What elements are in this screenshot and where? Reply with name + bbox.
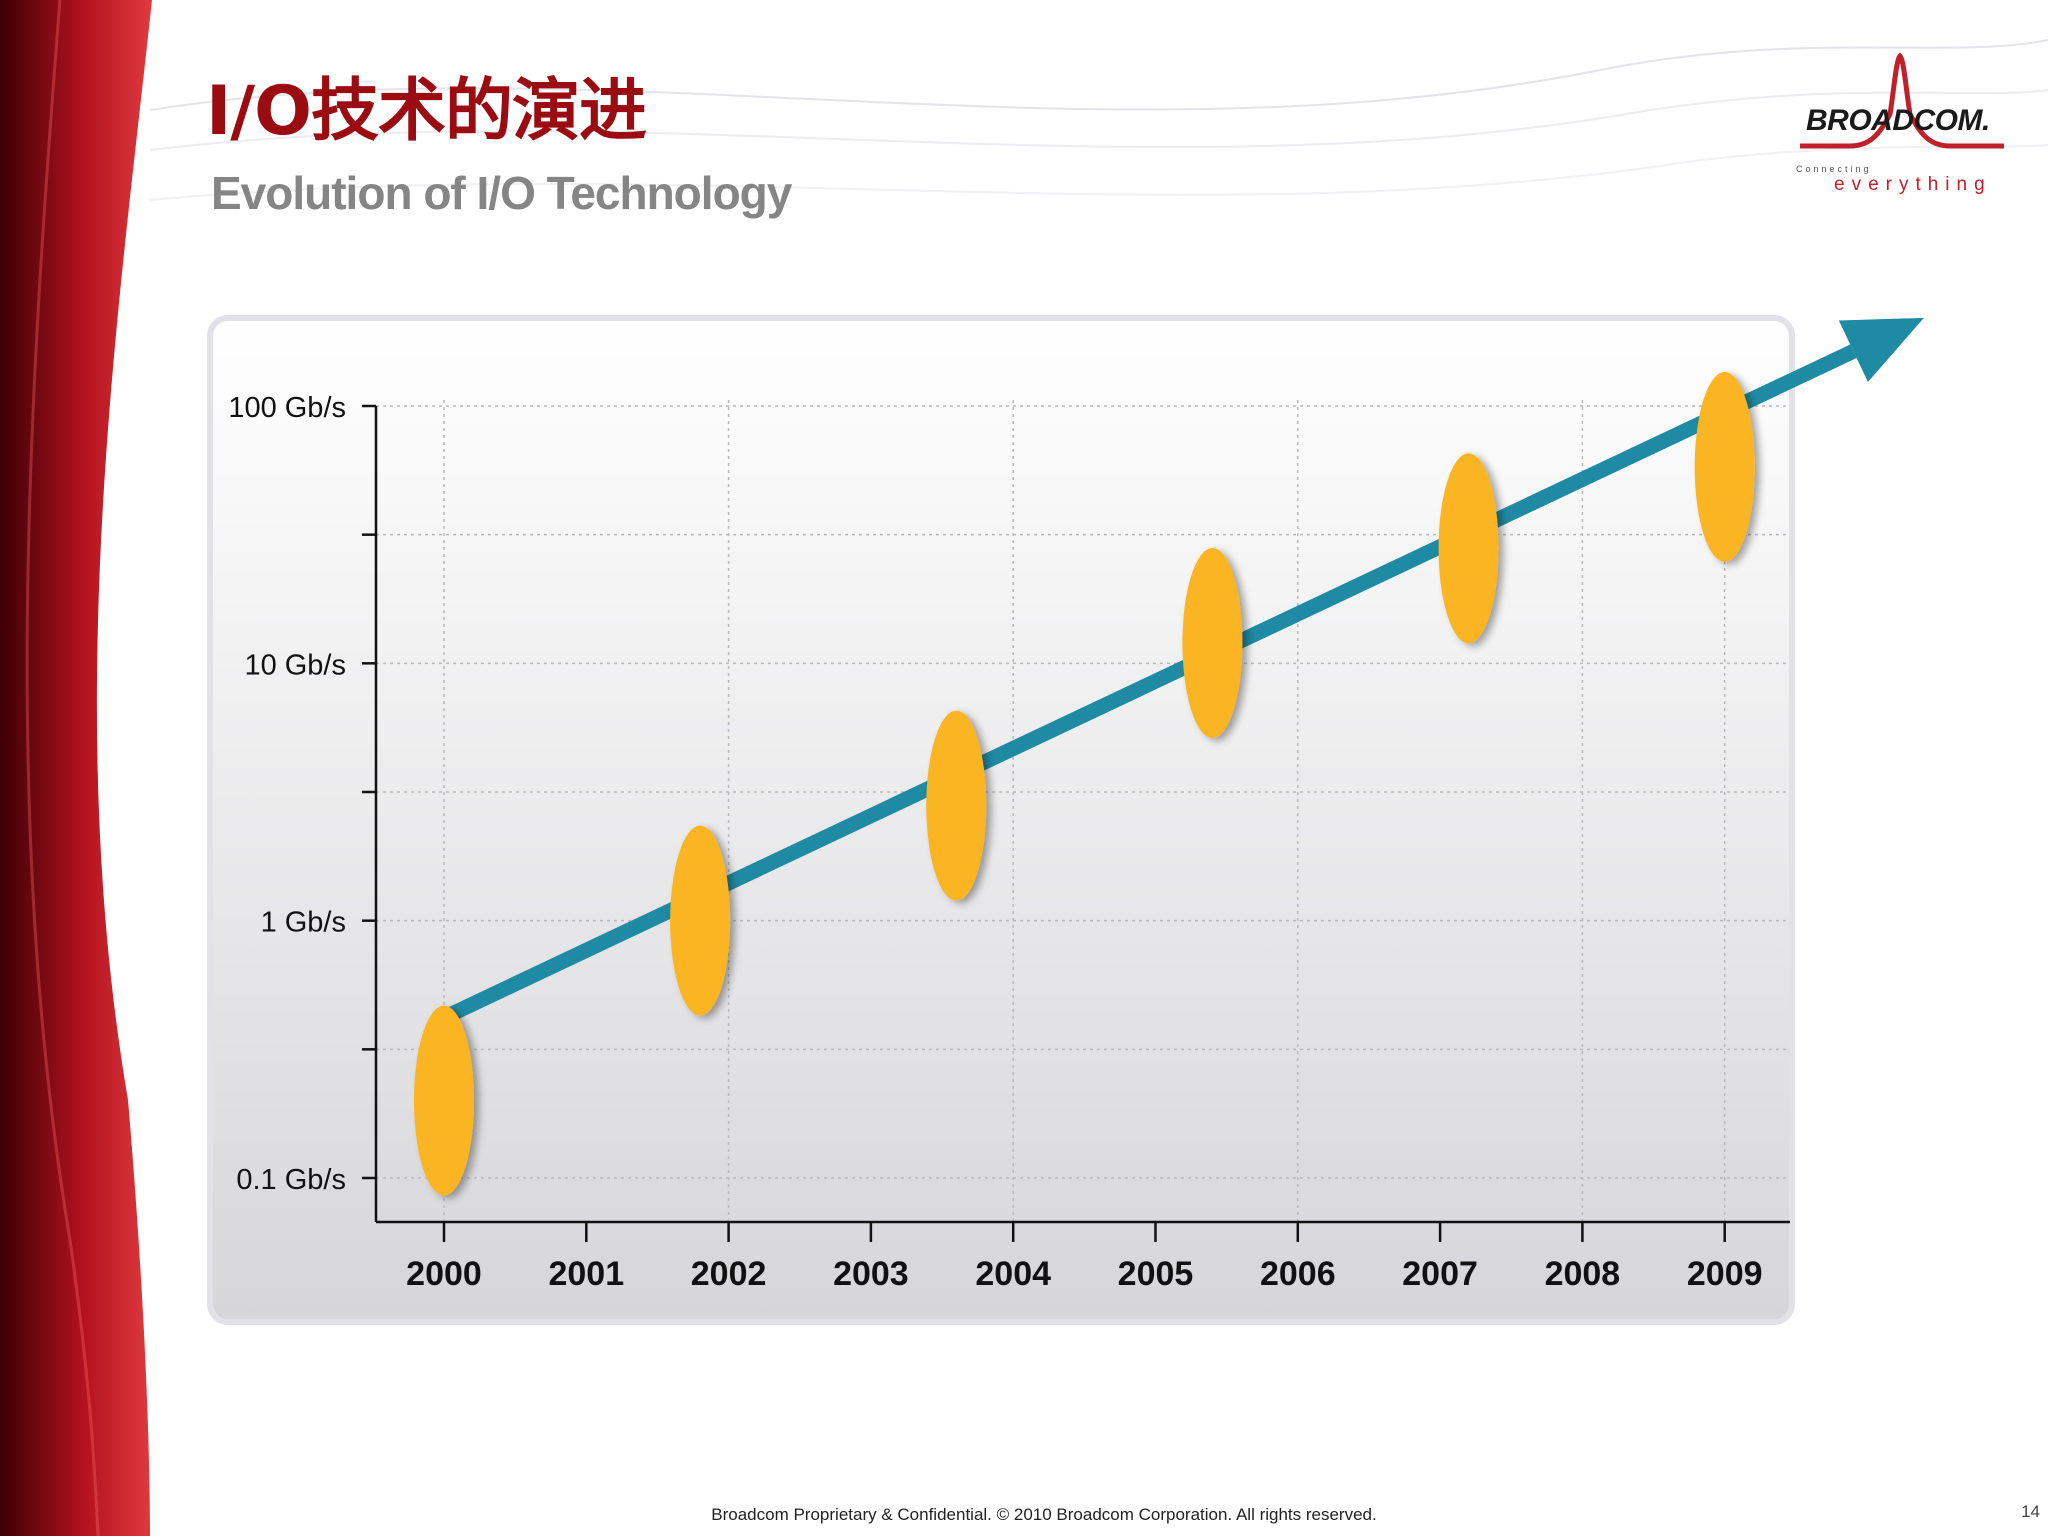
- logo-tagline-top: Connecting: [1796, 164, 1872, 174]
- x-tick-label: 2005: [1118, 1255, 1194, 1293]
- x-tick-label: 2000: [406, 1255, 482, 1293]
- tick-labels: 2000 2001 2002 2003 2004 2005 2006 2007 2008 2009…: [228, 392, 1762, 1293]
- y-tick-label: 100 Gb/s: [228, 392, 346, 424]
- data-point-oval: [926, 710, 987, 901]
- trend-arrow-head: [1838, 317, 1924, 382]
- data-point-oval: [1694, 371, 1755, 562]
- y-tick-label: 1 Gb/s: [261, 907, 346, 939]
- bg-wave-1: [149, 39, 2048, 111]
- x-tick-label: 2001: [548, 1255, 624, 1293]
- data-point-oval: [1438, 453, 1499, 644]
- data-point-oval: [414, 1005, 474, 1196]
- red-swoosh: [0, 0, 152, 1536]
- swoosh-highlight: [25, 0, 100, 1536]
- data-point-oval: [670, 825, 731, 1016]
- page-number: 14: [2021, 1502, 2040, 1521]
- page-subtitle: Evolution of I/O Technology: [211, 167, 792, 219]
- x-tick-label: 2004: [975, 1255, 1051, 1293]
- bg-wave-2: [149, 89, 2048, 151]
- logo-tagline-bottom: everything: [1834, 174, 1992, 195]
- io-speed-chart: 2000 2001 2002 2003 2004 2005 2006 2007 2008 2009…: [207, 315, 1924, 1325]
- data-points: [414, 371, 1755, 1196]
- axes: [362, 404, 1790, 1242]
- x-tick-label: 2008: [1545, 1255, 1621, 1293]
- broadcom-logo: BROADCOM. Connecting everything: [1790, 50, 2010, 200]
- bg-wave-3: [149, 144, 2048, 201]
- x-tick-label: 2007: [1402, 1255, 1478, 1293]
- grid: [376, 400, 1790, 1222]
- x-tick-label: 2006: [1260, 1255, 1336, 1293]
- x-tick-label: 2009: [1687, 1255, 1763, 1293]
- x-tick-label: 2002: [691, 1255, 767, 1293]
- page-title: I/O技术的演进: [206, 72, 647, 151]
- logo-pulse-icon: [1800, 52, 2004, 149]
- logo-wordmark: BROADCOM.: [1806, 104, 1990, 137]
- y-tick-label: 0.1 Gb/s: [236, 1164, 346, 1196]
- footer-copyright: Broadcom Proprietary & Confidential. © 2…: [711, 1505, 1377, 1524]
- y-tick-label: 10 Gb/s: [244, 649, 346, 681]
- data-point-oval: [1182, 547, 1243, 738]
- x-tick-label: 2003: [833, 1255, 909, 1293]
